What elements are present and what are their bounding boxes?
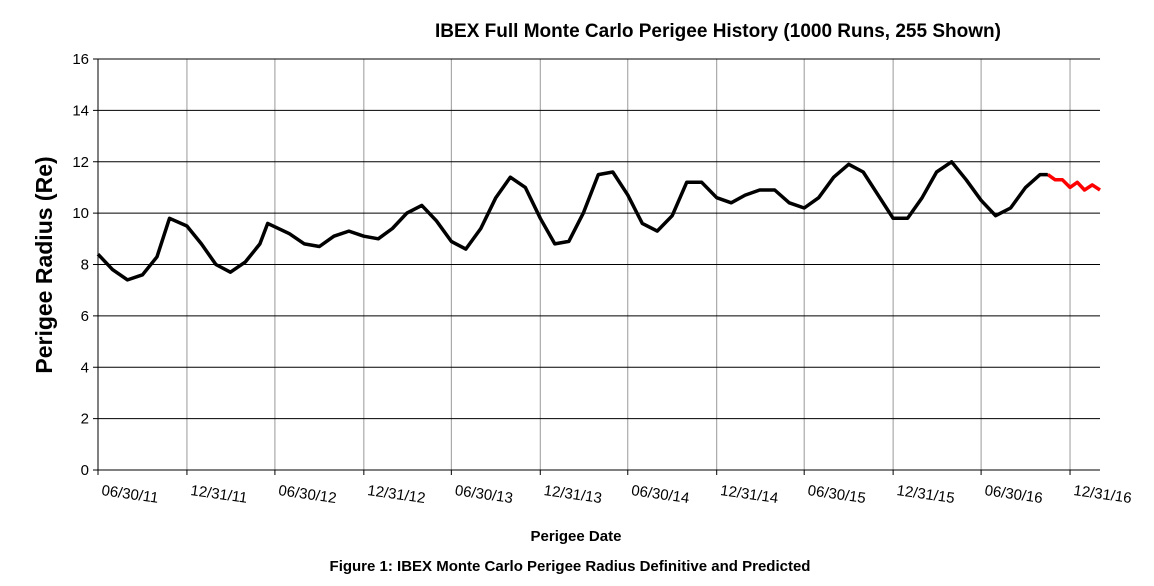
y-axis-label: Perigee Radius (Re): [31, 156, 57, 373]
caption: Figure 1: IBEX Monte Carlo Perigee Radiu…: [330, 558, 811, 575]
x-tick-label: 06/30/15: [807, 482, 867, 507]
y-tick-label: 2: [81, 411, 89, 428]
data-line: [1046, 173, 1101, 192]
y-tick-label: 10: [72, 205, 89, 222]
y-tick-label: 0: [81, 462, 89, 479]
x-tick-label: 12/31/12: [366, 482, 426, 507]
y-tick-label: 16: [72, 51, 89, 68]
x-tick-label: 06/30/11: [100, 482, 159, 507]
x-tick-label: 06/30/13: [454, 482, 514, 507]
x-tick-label: 06/30/14: [630, 482, 690, 507]
y-tick-label: 8: [81, 257, 89, 274]
x-tick-label: 12/31/16: [1072, 482, 1132, 507]
y-tick-label: 6: [81, 308, 89, 325]
x-tick-label: 12/31/11: [189, 482, 248, 507]
x-tick-label: 12/31/15: [896, 482, 956, 507]
x-tick-label: 12/31/13: [543, 482, 603, 507]
x-tick-label: 06/30/16: [984, 482, 1044, 507]
y-tick-label: 4: [81, 359, 89, 376]
data-line: [96, 160, 1048, 282]
x-tick-label: 06/30/12: [277, 482, 337, 507]
x-axis-label: Perigee Date: [531, 528, 622, 545]
y-tick-label: 12: [72, 154, 89, 171]
y-tick-label: 14: [72, 102, 89, 119]
chart-title: IBEX Full Monte Carlo Perigee History (1…: [435, 21, 1001, 42]
x-tick-label: 12/31/14: [719, 482, 779, 507]
